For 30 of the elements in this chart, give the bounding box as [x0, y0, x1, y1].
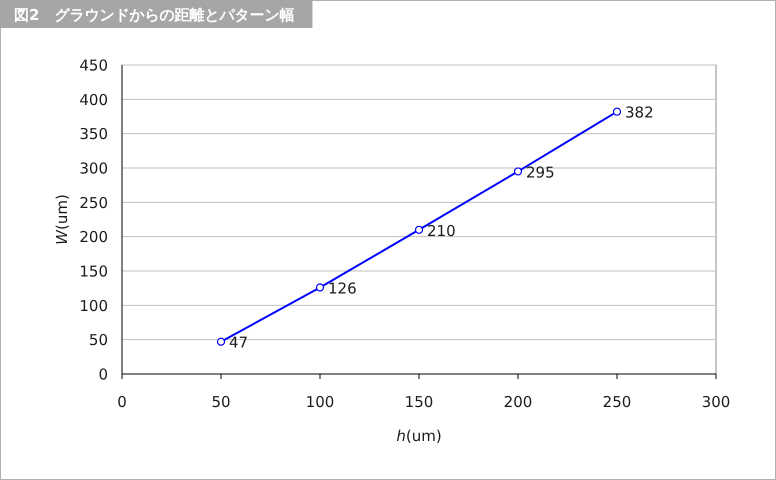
y-tick-label: 250: [79, 194, 108, 212]
chart-title: 図2 グラウンドからの距離とパターン幅: [14, 6, 294, 24]
x-tick-label: 250: [602, 393, 632, 411]
data-label: 382: [625, 104, 654, 122]
data-label: 210: [427, 222, 456, 240]
point: [316, 283, 324, 292]
x-tick-label: 100: [306, 393, 334, 411]
x-axis-title: h(um): [396, 427, 442, 445]
point: [216, 338, 226, 346]
x-tick-label: 300: [702, 393, 730, 411]
y-tick-label: 50: [88, 331, 108, 350]
y-tick-label: 200: [79, 228, 108, 246]
point: [514, 167, 522, 176]
x-tick-label: 200: [504, 393, 532, 411]
y-tick-label: 100: [79, 296, 108, 315]
x-tick-label: 0: [117, 393, 127, 411]
data-label: 47: [229, 334, 248, 352]
data-label: 126: [328, 279, 357, 298]
y-tick-label: 300: [79, 160, 108, 178]
x-tick-label: 50: [211, 393, 231, 411]
y-tick-label: 150: [79, 262, 108, 280]
x-tick-label: 150: [404, 393, 434, 411]
y-axis-title: W(um): [53, 194, 71, 245]
y-tick-label: 350: [79, 125, 108, 144]
y-tick-label: 0: [98, 366, 108, 384]
y-tick-label: 400: [79, 90, 108, 109]
y-tick-label: 450: [79, 56, 108, 74]
point: [414, 226, 424, 234]
data-label: 295: [526, 163, 555, 182]
point: [612, 108, 622, 116]
